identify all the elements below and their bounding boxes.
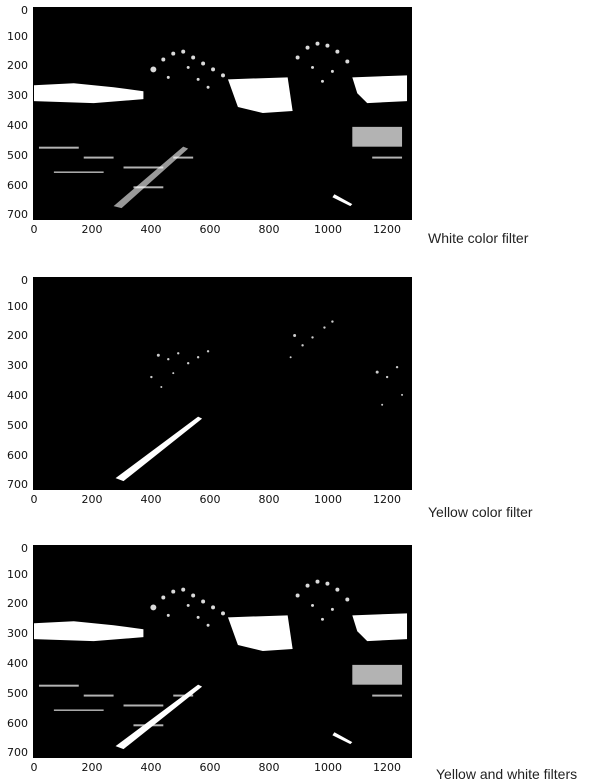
xtick-label: 1000 [314,223,342,236]
ytick-label: 600 [7,717,28,730]
image-combined-filter [33,545,412,758]
ytick-label: 200 [7,329,28,342]
ytick-label: 300 [7,359,28,372]
ytick-label: 100 [7,30,28,43]
xtick-label: 1000 [314,761,342,774]
ytick-label: 0 [21,4,28,17]
ytick-label: 0 [21,274,28,287]
xtick-label: 1200 [373,493,401,506]
caption-white: White color filter [428,230,529,246]
xtick-label: 600 [199,223,221,236]
xtick-label: 200 [81,761,103,774]
xtick-label: 600 [199,493,221,506]
ytick-label: 400 [7,119,28,132]
ytick-label: 100 [7,300,28,313]
ytick-label: 500 [7,149,28,162]
figure-white-filter: 0 100 200 300 400 500 600 700 0 200 400 … [0,0,594,260]
image-yellow-filter [33,277,412,490]
ytick-label: 700 [7,208,28,221]
ytick-label: 600 [7,179,28,192]
ytick-label: 500 [7,419,28,432]
ytick-label: 0 [21,542,28,555]
xtick-label: 800 [258,761,280,774]
ytick-label: 100 [7,568,28,581]
xtick-label: 1200 [373,223,401,236]
mask-combined [34,579,408,750]
mask-yellow [115,320,404,482]
xtick-label: 400 [140,223,162,236]
ytick-label: 300 [7,89,28,102]
xtick-label: 400 [140,493,162,506]
xtick-label: 200 [81,223,103,236]
ytick-label: 200 [7,597,28,610]
figure-combined-filter: 0 100 200 300 400 500 600 700 0 200 400 … [0,538,594,783]
mask-white [34,41,408,209]
xtick-label: 1000 [314,493,342,506]
xtick-label: 0 [30,761,38,774]
xtick-label: 1200 [373,761,401,774]
caption-yellow: Yellow color filter [428,504,533,520]
ytick-label: 500 [7,687,28,700]
xtick-label: 600 [199,761,221,774]
image-white-filter [33,7,412,220]
xtick-label: 0 [30,493,38,506]
caption-combined: Yellow and white filters [436,766,578,782]
xtick-label: 400 [140,761,162,774]
ytick-label: 300 [7,627,28,640]
xtick-label: 800 [258,223,280,236]
ytick-label: 700 [7,478,28,491]
figure-yellow-filter: 0 100 200 300 400 500 600 700 0 200 400 … [0,270,594,532]
ytick-label: 600 [7,449,28,462]
xtick-label: 0 [30,223,38,236]
ytick-label: 700 [7,746,28,759]
xtick-label: 200 [81,493,103,506]
xtick-label: 800 [258,493,280,506]
ytick-label: 400 [7,389,28,402]
ytick-label: 200 [7,59,28,72]
ytick-label: 400 [7,657,28,670]
